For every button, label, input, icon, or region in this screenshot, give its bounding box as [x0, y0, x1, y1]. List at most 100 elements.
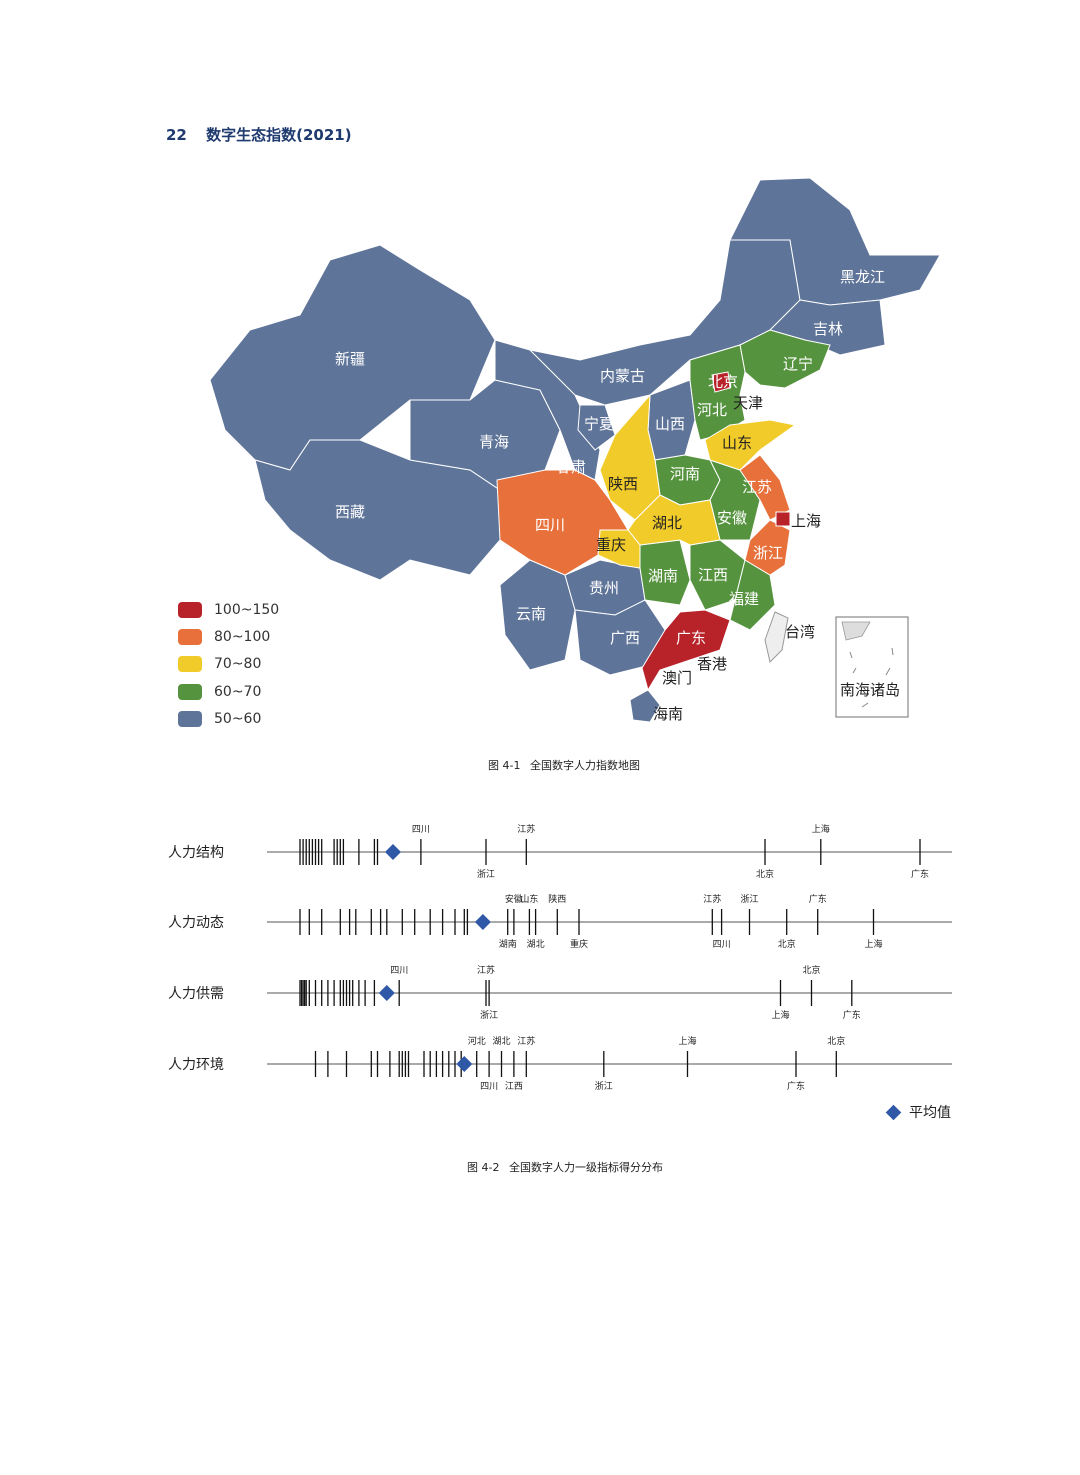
tick-label: 上海	[812, 823, 830, 835]
label-jiangxi: 江西	[698, 566, 728, 584]
region-guangdong	[641, 609, 731, 692]
tick-label: 北京	[827, 1035, 845, 1047]
label-zhejiang: 浙江	[753, 544, 783, 562]
legend-label: 60~70	[214, 683, 262, 700]
label-taiwan: 台湾	[785, 623, 815, 641]
map-legend: 100~150 80~100 70~80 60~70 50~60	[178, 596, 279, 732]
average-diamond	[378, 985, 395, 1001]
label-xianggang: 香港	[697, 655, 727, 673]
label-ningxia: 宁夏	[584, 415, 614, 433]
region-beijing	[711, 371, 731, 393]
region-taiwan	[764, 611, 789, 663]
row-label: 人力供需	[168, 986, 224, 1002]
tick-label: 广东	[787, 1080, 805, 1092]
region-zhejiang	[744, 519, 791, 576]
page-title: 数字生态指数(2021)	[206, 126, 352, 144]
label-henan: 河南	[670, 465, 700, 483]
region-heilongjiang	[729, 177, 941, 306]
average-diamond	[456, 1056, 473, 1072]
label-guangdong: 广东	[676, 629, 706, 647]
label-hebei: 河北	[697, 401, 727, 419]
legend-label: 100~150	[214, 601, 280, 618]
legend-swatch	[178, 710, 202, 727]
legend-item: 80~100	[178, 623, 279, 650]
label-chongqing: 重庆	[596, 536, 626, 554]
avg-legend-label: 平均值	[909, 1105, 951, 1121]
label-jilin: 吉林	[813, 320, 843, 338]
label-shanxi: 山西	[655, 415, 685, 433]
nanhai-inset	[835, 616, 909, 718]
tick-label: 河北	[468, 1035, 486, 1047]
label-xinjiang: 新疆	[335, 350, 365, 368]
strip-caption: 图 4-2 全国数字人力一级指标得分分布	[467, 1159, 663, 1175]
tick-label: 上海	[771, 1009, 789, 1021]
average-diamond	[385, 844, 401, 860]
label-shandong: 山东	[722, 434, 752, 452]
label-guizhou: 贵州	[589, 579, 619, 597]
china-map: 新疆 西藏 青海 甘肃 内蒙古 黑龙江 吉林 辽宁 北京 天津 河北 山西 宁夏…	[209, 177, 941, 723]
label-fujian: 福建	[729, 590, 759, 608]
tick-label: 四川	[390, 966, 408, 976]
region-sichuan	[496, 469, 629, 576]
label-jiangsu: 江苏	[742, 478, 772, 496]
label-liaoning: 辽宁	[783, 355, 813, 373]
tick-label: 广东	[911, 868, 929, 880]
strip-caption-text: 全国数字人力一级指标得分分布	[508, 1161, 663, 1174]
page-number: 22	[166, 126, 187, 144]
region-shanghai	[775, 511, 791, 527]
tick-label: 北京	[778, 938, 796, 950]
tick-label: 江苏	[477, 964, 495, 976]
label-gansu: 甘肃	[556, 458, 586, 476]
row-label: 人力结构	[168, 845, 224, 861]
region-shandong	[704, 419, 797, 471]
row-label: 人力动态	[168, 915, 224, 931]
tick-label: 上海	[864, 938, 882, 950]
legend-swatch	[178, 601, 202, 618]
tick-label: 浙江	[595, 1080, 613, 1092]
avg-legend: 平均值	[885, 1102, 951, 1122]
legend-swatch	[178, 656, 202, 673]
label-beijing: 北京	[708, 373, 738, 391]
label-guangxi: 广西	[610, 629, 640, 647]
label-hubei: 湖北	[652, 514, 682, 532]
tick-label: 浙江	[480, 1009, 498, 1021]
legend-item: 60~70	[178, 678, 279, 705]
tick-label: 北京	[802, 964, 820, 976]
tick-label: 浙江	[740, 893, 758, 905]
label-anhui: 安徽	[717, 509, 747, 527]
tick-label: 江苏	[703, 893, 721, 905]
tick-label: 湖北	[527, 939, 545, 950]
tick-label: 广东	[843, 1009, 861, 1021]
label-aomen: 澳门	[662, 669, 692, 687]
tick-label: 湖北	[492, 1036, 510, 1047]
legend-swatch	[178, 628, 202, 645]
label-shaanxi: 陕西	[608, 475, 638, 493]
label-tianjin: 天津	[733, 394, 763, 412]
strip-caption-fig: 图 4-2	[467, 1161, 500, 1174]
tick-label: 江西	[505, 1081, 523, 1092]
map-caption-text: 全国数字人力指数地图	[529, 759, 640, 772]
page-header: 22 数字生态指数(2021)	[166, 124, 352, 145]
legend-label: 50~60	[214, 710, 262, 727]
tick-label: 四川	[480, 1082, 498, 1092]
legend-item: 50~60	[178, 705, 279, 732]
label-nanhai: 南海诸岛	[840, 681, 900, 699]
tick-label: 安徽	[505, 893, 523, 905]
region-ningxia	[577, 404, 616, 451]
map-caption: 图 4-1 全国数字人力指数地图	[488, 757, 640, 773]
label-neimenggu: 内蒙古	[600, 367, 645, 385]
label-heilongjiang: 黑龙江	[840, 268, 885, 286]
legend-label: 70~80	[214, 656, 262, 673]
tick-label: 四川	[412, 825, 430, 835]
avg-diamond-icon	[885, 1104, 902, 1120]
label-hainan: 海南	[653, 705, 683, 723]
label-shanghai: 上海	[791, 512, 821, 530]
row-label: 人力环境	[168, 1057, 224, 1073]
tick-label: 重庆	[570, 938, 588, 950]
tick-label: 四川	[713, 940, 731, 950]
average-diamond	[474, 914, 491, 930]
legend-swatch	[178, 683, 202, 700]
label-yunnan: 云南	[516, 605, 546, 623]
region-qinghai	[409, 379, 561, 491]
